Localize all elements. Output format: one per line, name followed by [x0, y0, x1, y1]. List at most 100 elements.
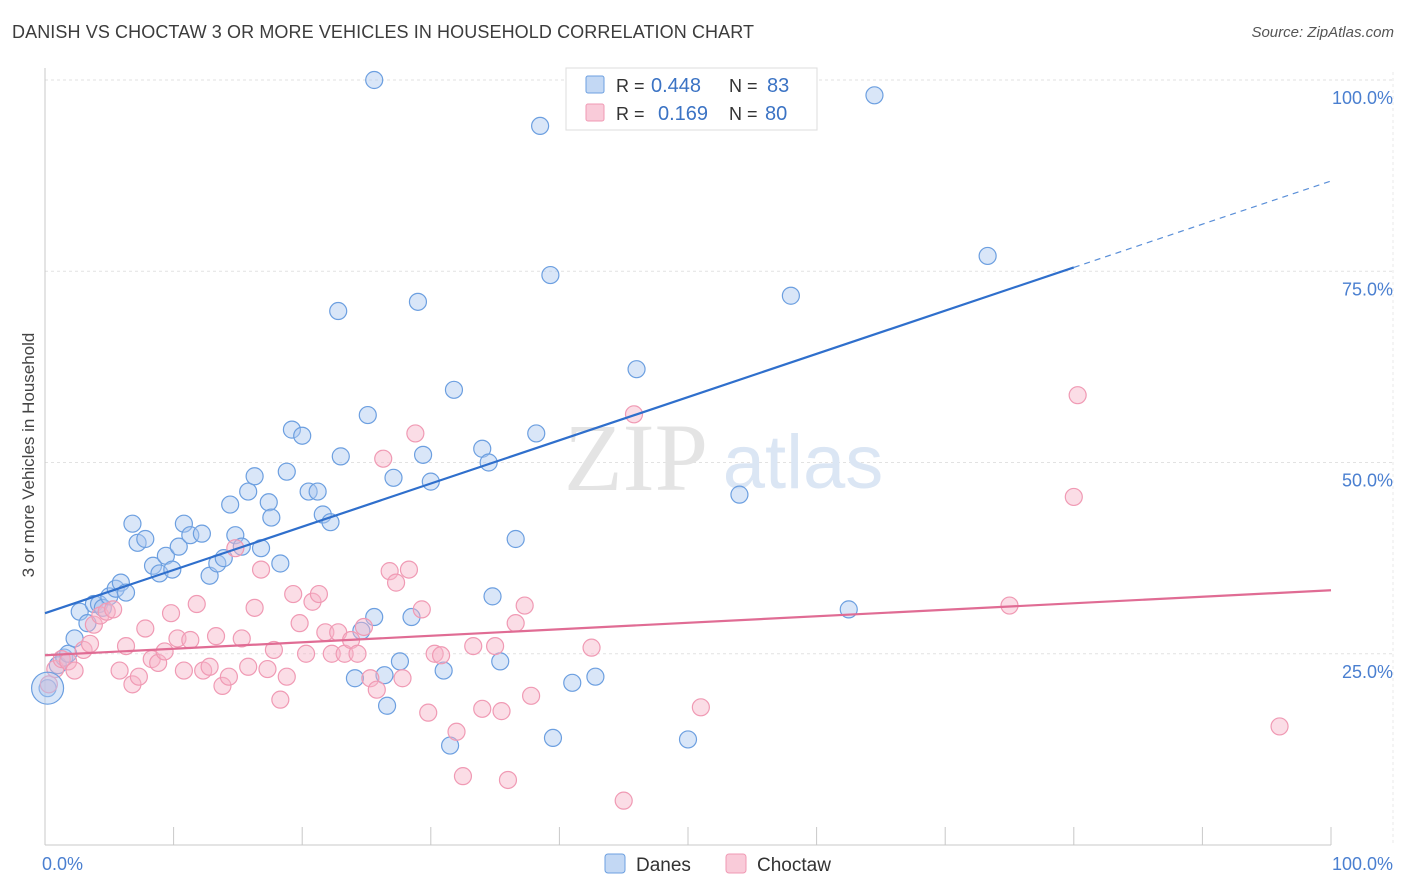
danes-point-16	[136, 529, 155, 549]
choctaw-point-79	[1270, 717, 1289, 736]
choctaw-point-22	[181, 630, 200, 650]
stats-r-value-choctaw: 0.169	[658, 103, 708, 125]
choctaw-point-0	[39, 675, 58, 694]
stats-swatch-danes	[585, 75, 605, 94]
stats-r-label-danes: R =	[616, 76, 645, 96]
grid-lines	[45, 72, 1394, 845]
stats-r-value-danes: 0.448	[651, 75, 701, 97]
legend-swatch-choctaw	[725, 853, 747, 874]
danes-point-54	[390, 652, 410, 671]
choctaw-point-6	[80, 634, 100, 653]
choctaw-point-32	[245, 598, 264, 617]
danes-point-65	[491, 652, 510, 671]
danes-point-46	[345, 669, 365, 688]
x-tick-label-1: 100.0%	[1332, 854, 1393, 874]
danes-trend-extension	[1073, 180, 1332, 268]
axes	[44, 68, 1332, 846]
danes-point-76	[781, 286, 800, 305]
choctaw-point-36	[271, 690, 290, 709]
choctaw-point-38	[284, 584, 303, 604]
stats-n-label-choctaw: N =	[729, 104, 758, 124]
danes-point-57	[413, 445, 433, 464]
danes-point-56	[408, 292, 428, 311]
stats-r-label-choctaw: R =	[616, 104, 645, 124]
choctaw-point-70	[515, 596, 534, 615]
choctaw-point-51	[367, 680, 386, 699]
choctaw-point-23	[187, 594, 206, 614]
choctaw-point-44	[322, 644, 341, 663]
stats-legend: R = 0.448 N = 83 R = 0.169 N = 80	[565, 67, 818, 131]
danes-point-14	[123, 514, 142, 533]
danes-point-69	[541, 265, 560, 285]
danes-point-73	[627, 360, 646, 379]
danes-point-70	[543, 728, 563, 748]
danes-point-24	[192, 524, 211, 543]
stats-legend-box	[565, 67, 818, 131]
danes-point-63	[479, 453, 498, 472]
watermark-zip: ZIP	[564, 404, 708, 511]
danes-point-29	[226, 526, 245, 545]
choctaw-point-11	[110, 661, 129, 680]
watermark: ZIP atlas	[564, 404, 883, 511]
series-legend: Danes Choctaw	[604, 853, 831, 876]
choctaw-point-53	[380, 562, 399, 581]
choctaw-point-58	[412, 600, 431, 619]
choctaw-point-7	[84, 615, 103, 634]
danes-point-48	[358, 405, 377, 425]
data-points	[30, 70, 1289, 810]
danes-trend-line	[44, 266, 1075, 615]
danes-point-38	[282, 420, 302, 439]
choctaw-point-48	[348, 644, 367, 663]
choctaw-point-78	[1068, 386, 1087, 405]
y-tick-label-1: 50.0%	[1342, 471, 1393, 491]
choctaw-point-39	[290, 614, 309, 633]
legend-label-danes: Danes	[636, 855, 691, 876]
danes-point-66	[506, 529, 525, 549]
danes-point-53	[384, 468, 403, 487]
choctaw-point-65	[473, 699, 492, 718]
choctaw-point-52	[374, 449, 393, 468]
danes-point-41	[308, 482, 327, 501]
danes-point-64	[483, 587, 502, 606]
choctaw-point-42	[309, 584, 329, 604]
danes-point-28	[221, 495, 240, 514]
stats-n-label-danes: N =	[729, 76, 758, 96]
danes-point-68	[531, 116, 550, 136]
legend-swatch-danes	[604, 853, 626, 874]
danes-point-22	[174, 514, 193, 533]
stats-n-value-choctaw: 80	[765, 103, 787, 125]
choctaw-point-3	[59, 652, 78, 671]
choctaw-point-40	[296, 644, 316, 663]
y-tick-label-3: 100.0%	[1332, 88, 1393, 108]
danes-point-37	[277, 462, 296, 481]
danes-point-52	[377, 696, 397, 715]
choctaw-point-73	[614, 791, 633, 810]
choctaw-point-63	[453, 767, 473, 786]
danes-point-44	[329, 301, 348, 321]
choctaw-point-37	[277, 667, 296, 686]
legend-label-choctaw: Choctaw	[757, 855, 831, 876]
danes-point-79	[978, 246, 997, 266]
danes-point-59	[434, 661, 453, 680]
danes-point-72	[586, 667, 605, 686]
danes-point-50	[365, 70, 384, 90]
choctaw-point-4	[65, 661, 84, 680]
danes-point-75	[730, 485, 749, 504]
choctaw-point-54	[386, 573, 406, 592]
choctaw-point-28	[219, 667, 238, 686]
choctaw-point-71	[522, 686, 541, 705]
danes-point-31	[239, 482, 258, 501]
danes-point-35	[262, 508, 281, 527]
choctaw-point-64	[464, 636, 483, 656]
choctaw-point-19	[161, 604, 181, 623]
choctaw-point-10	[104, 600, 123, 619]
danes-point-74	[678, 730, 698, 749]
danes-point-21	[169, 537, 188, 556]
choctaw-point-60	[425, 644, 444, 663]
danes-point-39	[293, 426, 312, 445]
danes-point-71	[563, 673, 582, 692]
choctaw-point-31	[239, 657, 258, 676]
choctaw-point-62	[447, 722, 466, 741]
choctaw-point-72	[582, 638, 601, 657]
